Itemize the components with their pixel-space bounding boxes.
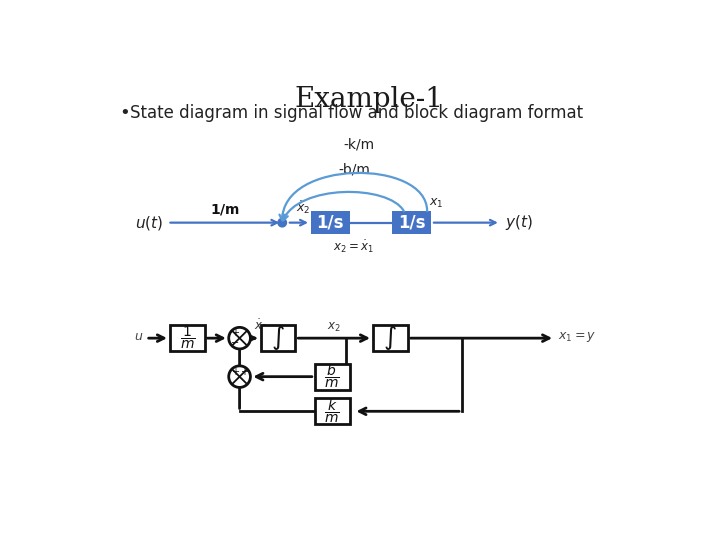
Text: −: − [231, 338, 239, 348]
Text: -b/m: -b/m [338, 163, 371, 177]
Text: $u$: $u$ [134, 330, 143, 343]
Text: $\dfrac{k}{m}$: $\dfrac{k}{m}$ [325, 397, 340, 425]
Text: 1/s: 1/s [398, 214, 426, 232]
Text: $x_1=y$: $x_1=y$ [558, 329, 597, 343]
Text: 1/s: 1/s [317, 214, 344, 232]
Circle shape [229, 327, 251, 349]
Text: $u(t)$: $u(t)$ [135, 214, 163, 232]
Text: $\int$: $\int$ [383, 324, 397, 352]
Text: $\dot{x}_2$: $\dot{x}_2$ [296, 200, 310, 217]
Text: $\dfrac{b}{m}$: $\dfrac{b}{m}$ [325, 363, 340, 390]
FancyBboxPatch shape [373, 325, 408, 351]
FancyBboxPatch shape [315, 363, 350, 390]
FancyBboxPatch shape [311, 211, 350, 234]
FancyBboxPatch shape [315, 398, 350, 424]
Text: $x_1$: $x_1$ [429, 197, 444, 210]
Text: Example-1: Example-1 [294, 86, 444, 113]
Text: $\int$: $\int$ [271, 324, 285, 352]
Text: $x_2$: $x_2$ [328, 320, 341, 334]
FancyBboxPatch shape [170, 325, 204, 351]
Text: •: • [120, 104, 130, 122]
Text: $\mathbf{1/m}$: $\mathbf{1/m}$ [210, 202, 240, 217]
FancyArrowPatch shape [283, 192, 404, 220]
FancyArrowPatch shape [279, 173, 427, 220]
FancyBboxPatch shape [261, 325, 295, 351]
Text: $y(t)$: $y(t)$ [505, 213, 534, 232]
Text: State diagram in signal flow and block diagram format: State diagram in signal flow and block d… [130, 104, 583, 122]
Text: +: + [231, 328, 239, 338]
Text: +: + [231, 367, 239, 377]
Circle shape [278, 218, 287, 227]
FancyBboxPatch shape [392, 211, 431, 234]
Text: $\dot{x}_2$: $\dot{x}_2$ [253, 318, 267, 334]
Text: $x_2=\dot{x}_1$: $x_2=\dot{x}_1$ [333, 238, 374, 255]
Circle shape [229, 366, 251, 387]
Text: +: + [240, 367, 248, 377]
Text: -k/m: -k/m [343, 137, 374, 151]
Text: $\dfrac{1}{m}$: $\dfrac{1}{m}$ [179, 325, 195, 352]
